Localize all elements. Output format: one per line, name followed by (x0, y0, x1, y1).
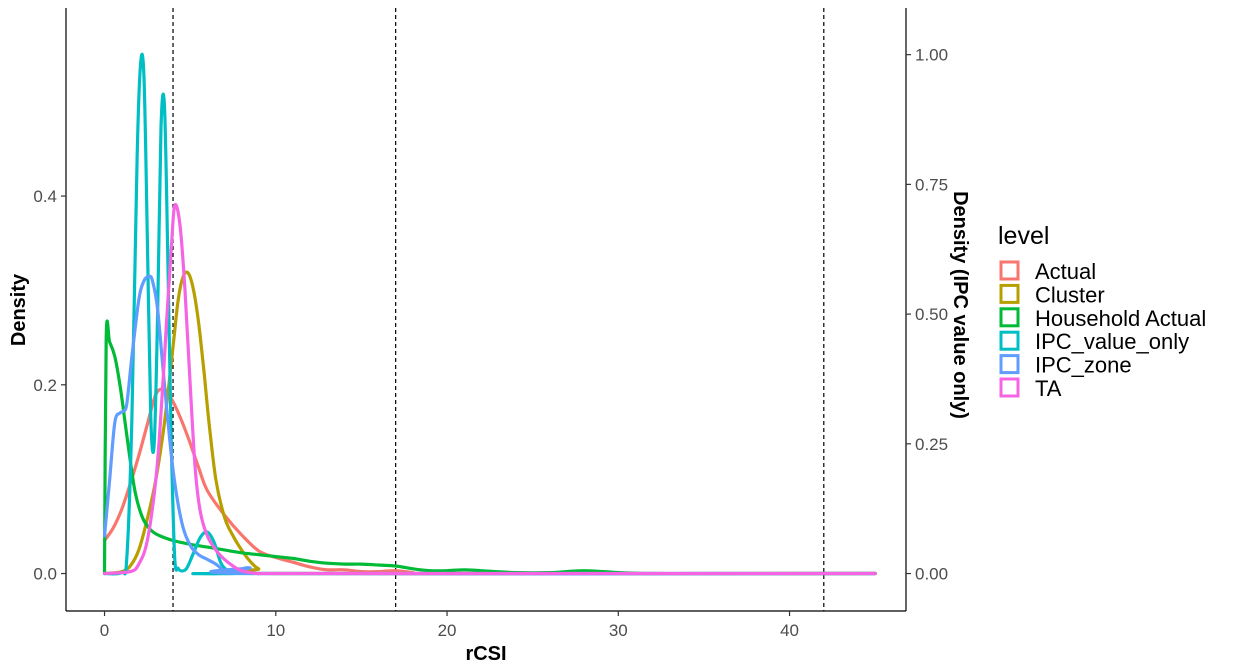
legend-key-household-actual (999, 307, 1020, 328)
x-tick-label-4: 40 (780, 621, 799, 640)
legend-label-ipc-zone: IPC_zone (1035, 353, 1132, 378)
series-lines (102, 52, 877, 576)
legend-title: level (998, 222, 1049, 250)
legend-key-cluster (999, 283, 1020, 304)
y-tick-label-0: 0.0 (33, 565, 57, 584)
series-line-ipc-zone (102, 274, 877, 576)
x-tick-label-0: 0 (100, 621, 109, 640)
y2-tick-label-2: 0.50 (915, 305, 948, 324)
legend-key-actual (999, 260, 1020, 281)
y2-tick-label-0: 0.00 (915, 565, 948, 584)
legend-key-ipc-value-only (999, 330, 1020, 351)
x-tick-label-2: 20 (438, 621, 457, 640)
y-tick-label-1: 0.2 (33, 376, 57, 395)
y-axis-title: Density (8, 273, 30, 346)
series-line-ta (102, 203, 877, 576)
legend-label-cluster: Cluster (1035, 282, 1105, 307)
legend-label-household-actual: Household Actual (1035, 306, 1206, 331)
legend-key-ta (999, 377, 1020, 398)
y-tick-label-2: 0.4 (33, 187, 57, 206)
reference-lines (172, 8, 825, 611)
legend-label-ipc-value-only: IPC_value_only (1035, 329, 1189, 354)
y2-axis-title: Density (IPC value only) (949, 191, 971, 419)
ticks: 0 10 20 30 40 0.0 0.2 0.4 0.00 0.25 0.50 0.75 1.00 (33, 46, 948, 640)
y2-tick-label-4: 1.00 (915, 46, 948, 65)
y2-tick-label-1: 0.25 (915, 435, 948, 454)
legend-label-actual: Actual (1035, 259, 1096, 284)
legend-label-ta: TA (1035, 376, 1062, 401)
axes (65, 8, 907, 612)
x-tick-label-3: 30 (609, 621, 628, 640)
series-line-household-actual (102, 319, 877, 576)
series-line-cluster (102, 270, 877, 576)
y2-tick-label-3: 0.75 (915, 175, 948, 194)
legend-key-ipc-zone (999, 354, 1020, 375)
x-axis-title: rCSI (465, 643, 506, 665)
series-line-actual (102, 387, 877, 576)
x-tick-label-1: 10 (266, 621, 285, 640)
